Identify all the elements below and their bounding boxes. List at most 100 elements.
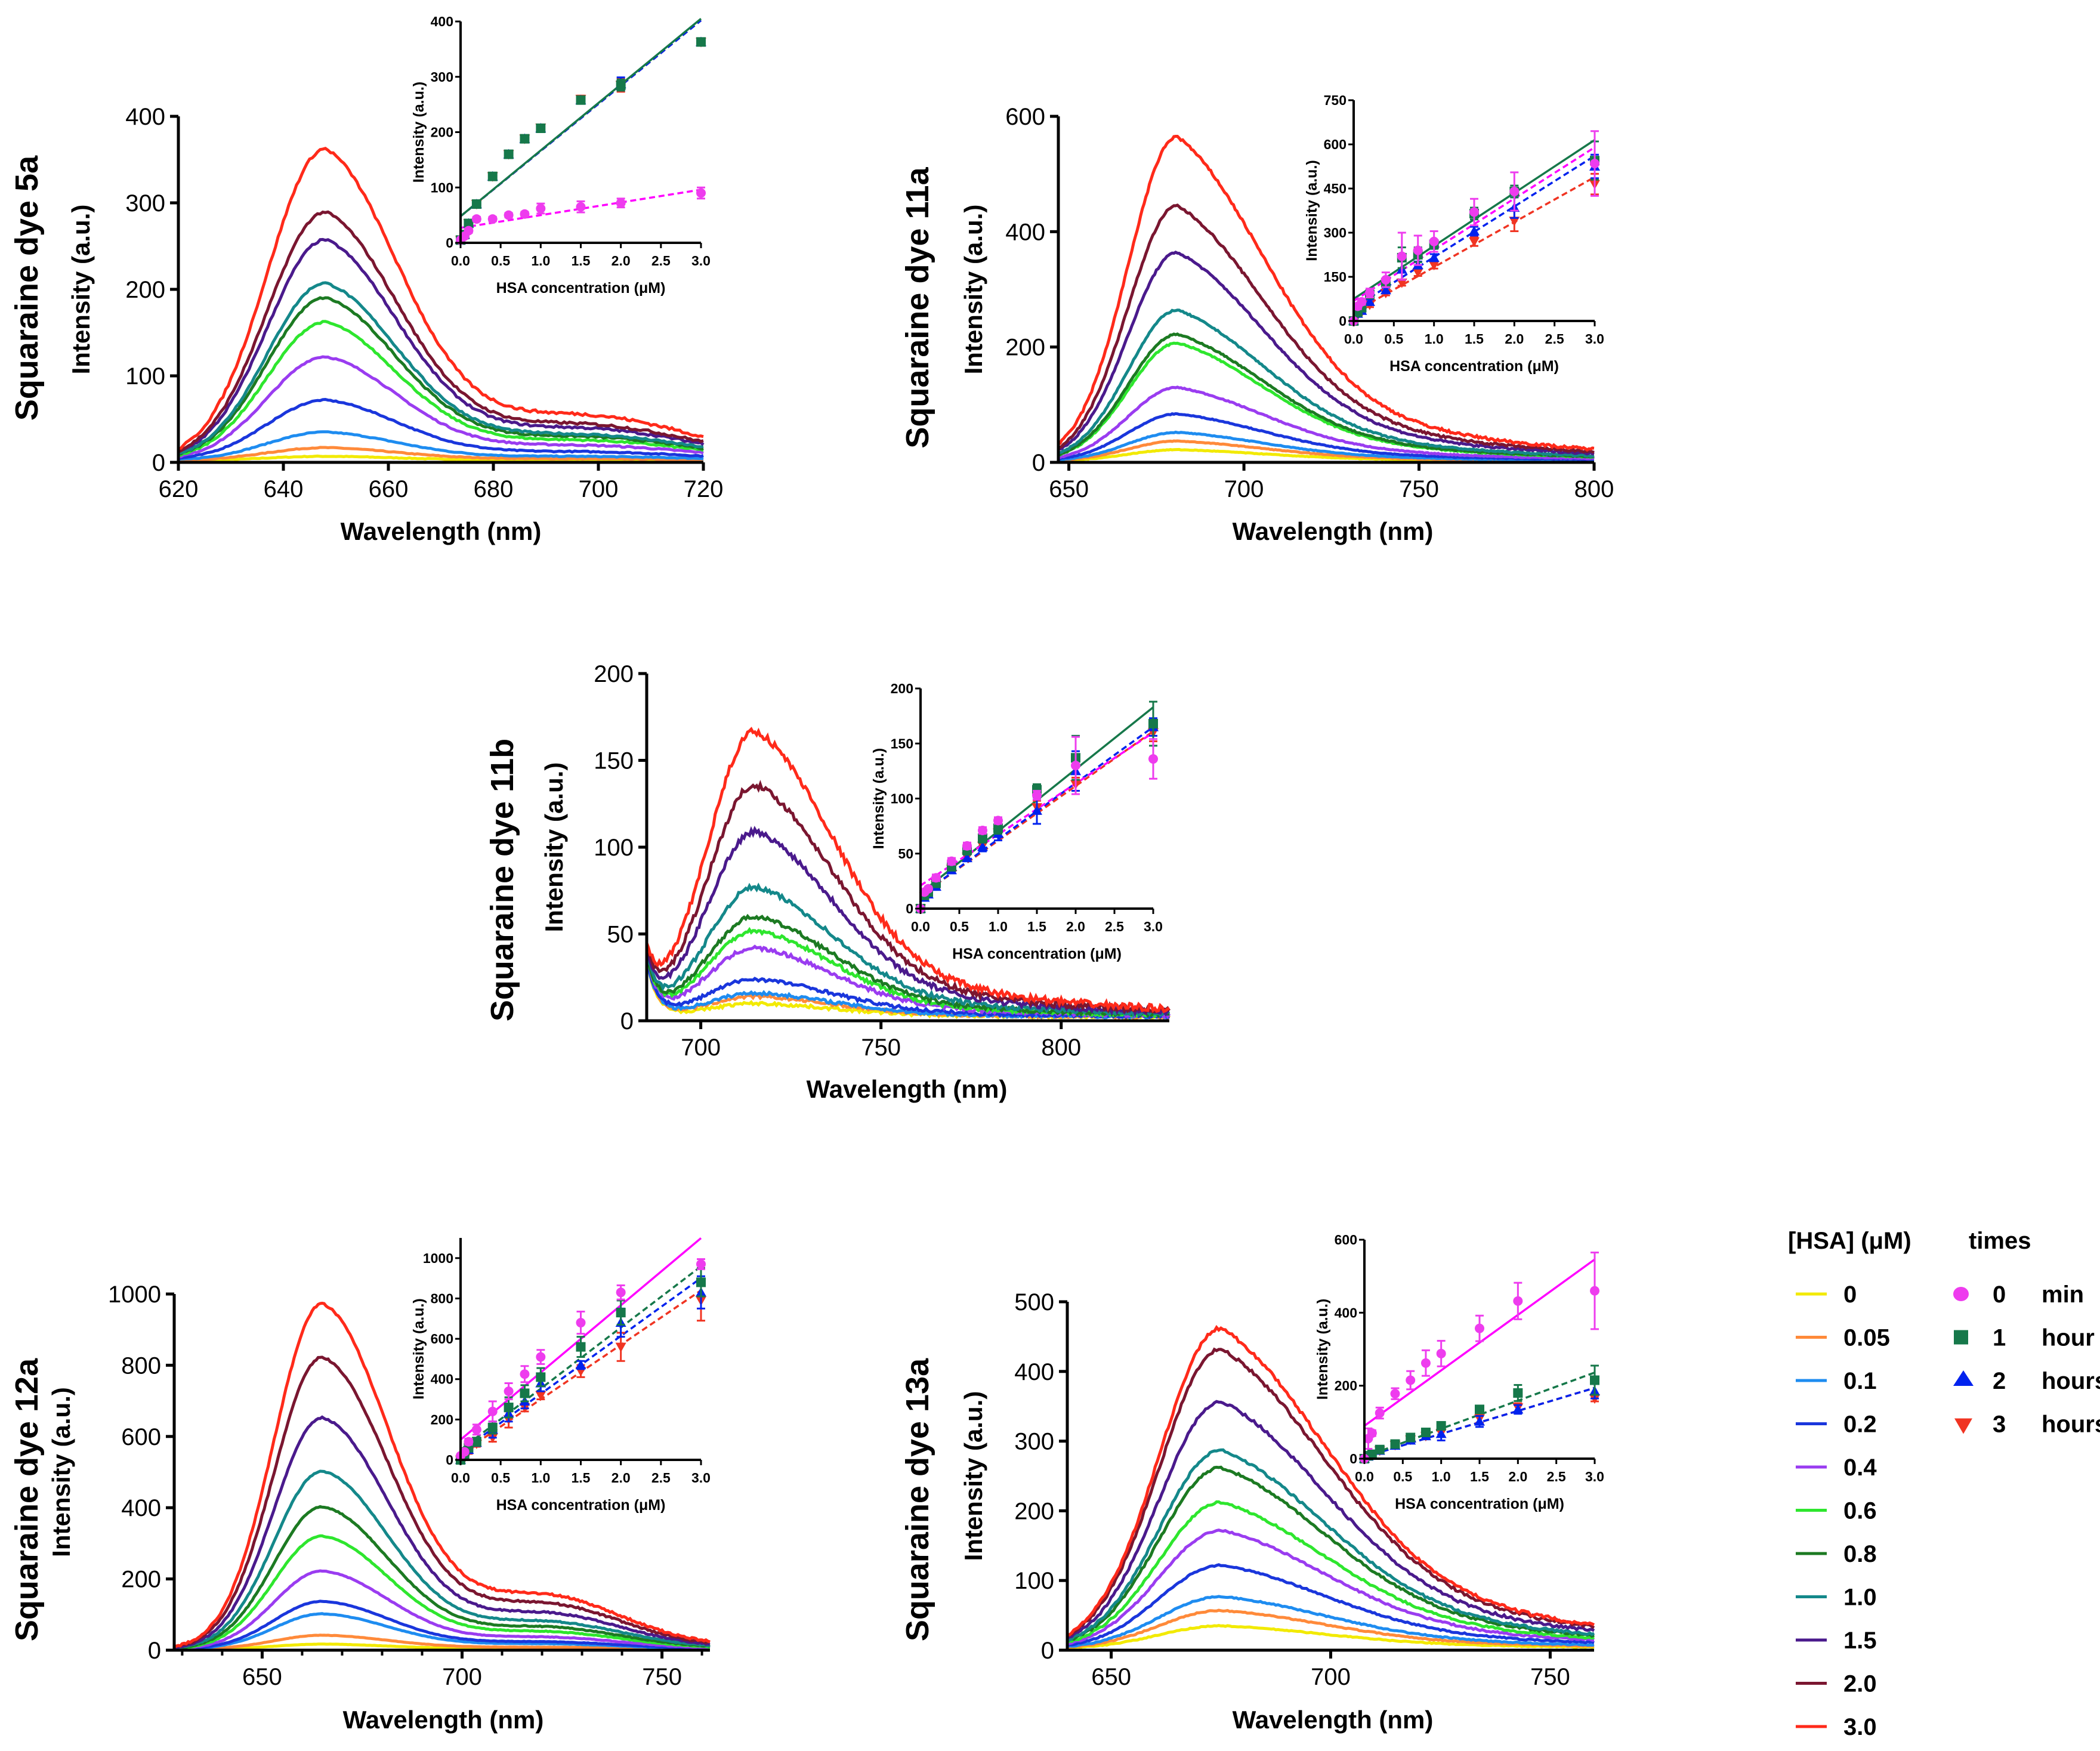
spectrum-line-0.8 [178,296,704,456]
data-point-0-min [536,203,546,214]
y-tick-label: 200 [121,1567,161,1593]
y-axis-title: Intensity (a.u.) [959,1391,987,1561]
data-point-3-hours [615,1342,626,1352]
spectrum-line-2.0 [1057,203,1595,454]
spectrum-line-0.2 [178,397,704,460]
y-tick-label: 400 [121,1495,161,1521]
panel-12a: 0 200 400 600 800 1000 650 700 750 Wavelength (nm… [9,1237,711,1734]
inset-x-tick-label: 2.5 [1105,919,1124,934]
y-tick-label: 800 [121,1352,161,1379]
spectrum-line-1.0 [174,1469,711,1650]
inset-y-tick-label: 600 [1324,137,1347,152]
data-point-0-min [931,873,941,883]
legend-conc-label: 0.2 [1843,1412,1877,1438]
data-point-0-min [947,856,956,866]
y-tick-label: 300 [125,190,165,217]
inset-x-tick-label: 3.0 [1585,331,1604,347]
data-point-0-min [576,1318,586,1328]
legend-conc-label: 3.0 [1843,1714,1877,1740]
legend-conc-label: 2.0 [1843,1671,1877,1697]
data-point-1-hour [504,149,514,159]
y-tick-label: 0 [1032,450,1045,476]
data-point-2-hours [1512,1404,1524,1414]
data-point-0-min [993,816,1003,826]
y-tick-label: 500 [1014,1289,1054,1315]
x-axis-title: Wavelength (nm) [341,517,542,545]
x-tick-label: 620 [159,476,199,502]
x-tick-label: 700 [442,1664,482,1690]
data-point-0-min [924,884,933,894]
data-point-1-hour [487,171,498,181]
inset-x-tick-label: 1.5 [572,253,591,268]
data-point-1-hour [993,823,1003,833]
x-tick-label: 680 [474,476,514,502]
data-point-0-min [504,210,514,220]
y-tick-label: 400 [125,104,165,130]
data-point-3-hours [1396,278,1407,288]
x-tick-label: 650 [1091,1664,1131,1690]
data-point-1-hour [504,1403,514,1413]
spectrum-line-2.0 [645,780,1171,1014]
y-tick-label: 0 [152,450,165,476]
inset-x-tick-label: 2.5 [651,1470,671,1486]
inset-x-axis-title: HSA concentration (μM) [1389,358,1559,375]
data-point-1-hour [536,123,546,134]
spectrum-line-0.8 [174,1505,711,1650]
y-tick-label: 0 [620,1008,634,1034]
spectrum-line-0.4 [178,355,704,459]
data-point-1-hour [1436,1420,1446,1431]
data-point-1-hour [1513,1388,1523,1398]
inset-x-tick-label: 0.0 [451,253,470,268]
spectrum-line-0.4 [1058,385,1595,461]
spectrum-line-3.0 [1058,135,1595,452]
inset-y-tick-label: 800 [431,1290,453,1306]
data-point-1-hour [616,80,626,90]
inset-x-tick-label: 0.0 [1355,1469,1374,1484]
inset-x-tick-label: 0.0 [1344,331,1363,347]
data-point-1-hour [520,134,530,144]
data-point-1-hour [487,1422,498,1432]
y-tick-label: 300 [1014,1429,1054,1455]
data-point-1-hour [1406,1432,1416,1443]
inset-x-axis-title: HSA concentration (μM) [952,946,1122,962]
y-axis-title: Intensity (a.u.) [959,205,987,375]
legend-time-number: 0 [1993,1281,2006,1308]
inset-x-tick-label: 1.0 [531,253,550,268]
inset-x-tick-label: 2.5 [651,253,671,268]
data-point-0-min [1032,790,1042,800]
data-point-1-hour [696,37,706,47]
inset-y-tick-label: 0 [1349,1451,1357,1466]
x-tick-label: 650 [1049,476,1089,502]
inset-y-axis-title: Intensity (a.u.) [870,748,887,849]
data-point-0-min [1071,761,1080,771]
data-point-0-min [696,188,706,198]
data-point-0-min [471,1425,481,1435]
data-point-0-min [520,1369,530,1379]
x-tick-label: 700 [1311,1664,1351,1690]
data-point-1-hour [471,199,481,209]
inset-x-tick-label: 2.0 [612,1470,631,1486]
data-point-2-hours [1380,285,1391,295]
x-tick-label: 800 [1574,476,1614,502]
legend-conc-label: 0.1 [1843,1368,1877,1394]
data-point-0-min [1367,1428,1377,1438]
inset-y-tick-label: 400 [1335,1305,1357,1320]
spectrum-line-0.1 [178,430,704,461]
fit-line-1-hour [459,1265,702,1451]
data-point-3-hours [1412,268,1423,278]
data-point-1-hour [576,95,586,105]
inset-plot: 0 200 400 600 800 1000 0.0 0.5 1.0 1.5 2.0 2.5 3.0 HS… [410,1237,711,1514]
data-point-0-min [616,198,626,208]
fit-line-0-min [1363,1258,1596,1427]
spectrum-line-0.05 [1067,1608,1595,1649]
inset-x-tick-label: 1.0 [1432,1469,1451,1484]
legend-conc-label: 0.6 [1843,1498,1877,1524]
spectrum-line-0.6 [174,1534,711,1650]
data-point-1-hour [696,1277,706,1287]
inset-y-tick-label: 300 [431,69,453,85]
data-point-0-min [1390,1389,1400,1399]
y-tick-label: 0 [148,1638,161,1664]
inset-x-tick-label: 1.5 [1465,331,1484,347]
data-point-0-min [1475,1323,1484,1333]
